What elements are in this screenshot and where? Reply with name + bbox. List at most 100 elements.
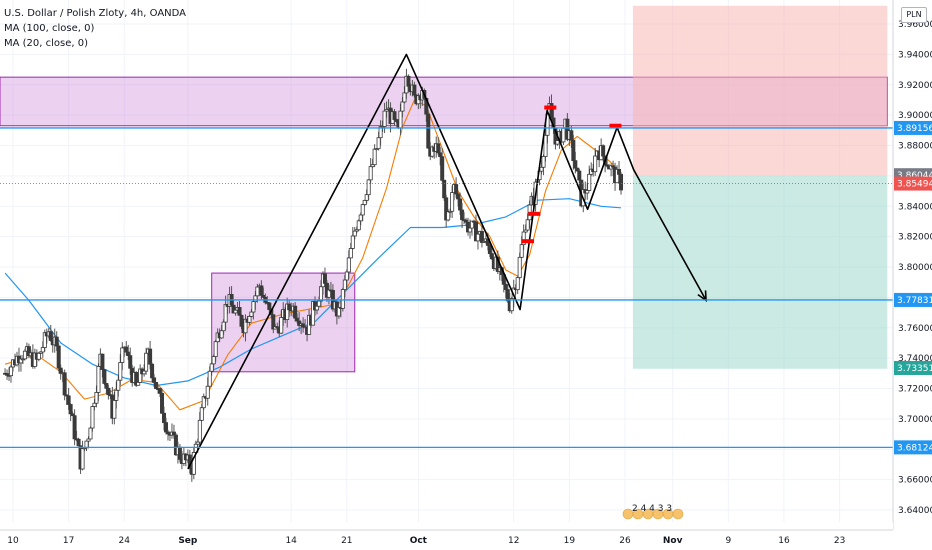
candle-up [118, 362, 123, 381]
candle-down [436, 143, 441, 154]
horizontal-levels[interactable] [0, 127, 893, 449]
candle-down [76, 438, 81, 447]
candle-up [475, 233, 480, 242]
candle-down [412, 84, 417, 96]
candle-up [9, 366, 14, 377]
candle-up [205, 385, 210, 399]
price-tag-label: 3.73351 [897, 364, 932, 374]
price-tick-label: 3.74000 [898, 354, 932, 364]
candle-up [340, 289, 345, 309]
candle-up [142, 370, 147, 375]
candle-down [577, 170, 582, 181]
price-tag-label: 3.89156 [897, 124, 932, 134]
price-tag-label: 3.85494 [897, 180, 932, 190]
candle-up [366, 179, 371, 196]
candle-up [209, 363, 214, 372]
candle-up [255, 286, 260, 297]
candle-down [295, 317, 300, 322]
events-label: 2 4 4 3 3 [632, 504, 672, 514]
candle-down [177, 446, 182, 460]
candle-up [539, 166, 544, 172]
candle-down [322, 273, 327, 284]
candle-up [372, 148, 377, 166]
candle-down [489, 253, 494, 260]
price-axis[interactable]: 3.640003.660003.680003.700003.720003.740… [892, 0, 932, 550]
candle-up [382, 110, 387, 127]
candle-down [163, 422, 168, 433]
zone-stop [632, 5, 888, 176]
candle-up [346, 257, 351, 273]
candle-up [80, 448, 85, 470]
candle-down [573, 160, 578, 169]
candle-up [247, 315, 252, 323]
candle-up [120, 347, 125, 363]
time-tick-label: Sep [178, 536, 198, 546]
candle-down [619, 173, 624, 191]
candle-up [233, 309, 238, 314]
candle-down [171, 431, 176, 436]
chart-legend: U.S. Dollar / Polish Zloty, 4h, OANDA MA… [4, 6, 186, 51]
candle-down [426, 113, 431, 149]
candle-up [36, 352, 41, 360]
candle-down [479, 231, 484, 243]
signal-marker [522, 239, 535, 244]
candle-down [72, 415, 77, 440]
candle-up [316, 300, 321, 307]
economic-events: 2 4 4 3 3 [622, 504, 684, 520]
candle-up [22, 350, 27, 360]
candle-up [251, 301, 256, 313]
candle-down [505, 289, 510, 302]
candle-up [519, 244, 524, 258]
candle-up [525, 219, 530, 231]
candle-up [593, 155, 598, 173]
candle-up [402, 92, 407, 103]
candle-down [104, 383, 109, 389]
ma100-legend: MA (100, close, 0) [4, 23, 95, 34]
time-axis[interactable]: 10 17 24 Sep 14 21 Oct 12 19 26 Nov 9 16 23 2 4 4 3 3 [0, 504, 893, 550]
candle-down [301, 323, 306, 328]
time-tick-label: 12 [508, 536, 519, 546]
candle-up [249, 311, 254, 317]
price-tick-label: 3.72000 [898, 385, 932, 395]
candle-up [350, 235, 355, 249]
candle-down [442, 179, 447, 199]
currency-button[interactable]: PLN [901, 7, 927, 23]
time-tick-label: 9 [725, 536, 731, 546]
candle-up [96, 366, 101, 393]
candle-down [150, 363, 155, 379]
candle-down [287, 303, 292, 311]
price-tag-label: 3.86044 [897, 171, 932, 181]
candle-down [601, 145, 606, 157]
candle-down [124, 346, 129, 353]
time-tick-label: 16 [778, 536, 790, 546]
price-tick-label: 3.70000 [898, 415, 932, 425]
candle-up [199, 407, 204, 421]
candle-up [348, 248, 353, 259]
candle-up [368, 166, 373, 181]
candle-down [128, 355, 133, 369]
candle-down [54, 336, 59, 347]
event-icon [672, 508, 684, 520]
candle-up [315, 305, 320, 311]
candle-down [440, 156, 445, 181]
candle-up [515, 277, 520, 291]
candle-up [223, 303, 228, 323]
candle-up [344, 271, 349, 281]
candle-up [398, 110, 403, 129]
time-tick-label: 10 [7, 536, 19, 546]
candle-up [342, 279, 347, 290]
zones [0, 5, 888, 373]
candle-up [213, 341, 218, 357]
candle-up [360, 204, 365, 216]
candle-up [197, 419, 202, 443]
candle-up [450, 192, 455, 212]
candle-down [267, 302, 272, 310]
price-tag [894, 440, 932, 455]
candle-up [94, 391, 99, 404]
candles [3, 68, 624, 482]
candle-down [438, 152, 443, 158]
candle-up [219, 330, 224, 339]
candle-down [617, 168, 622, 175]
candle-down [237, 307, 242, 316]
